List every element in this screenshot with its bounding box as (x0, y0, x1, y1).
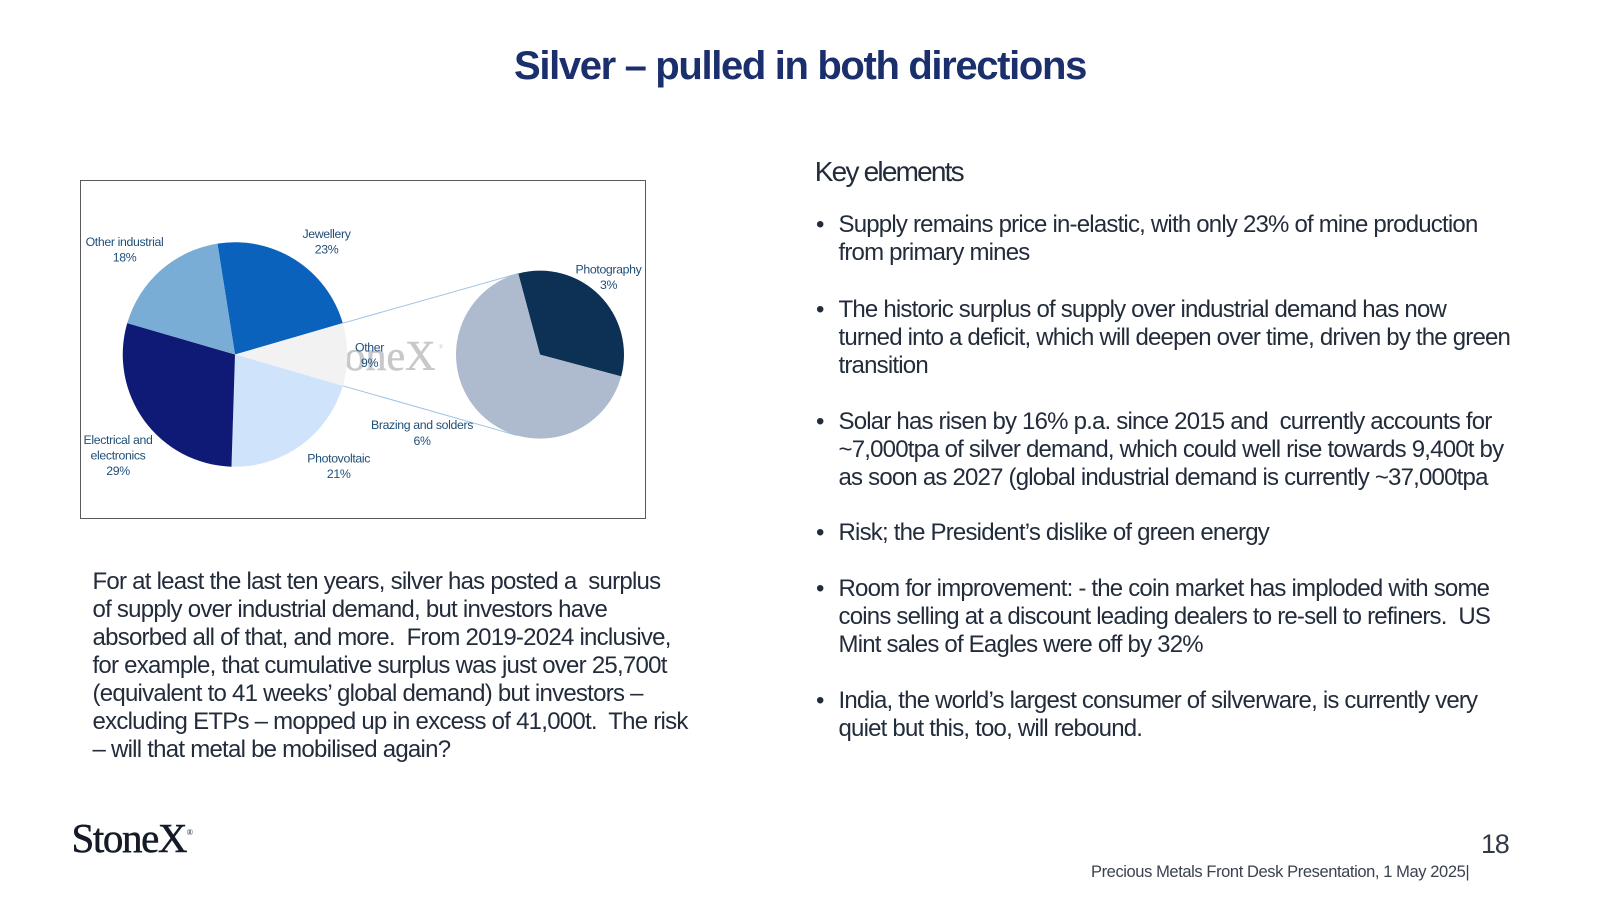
svg-text:29%: 29% (106, 464, 130, 478)
svg-text:9%: 9% (361, 356, 378, 370)
svg-text:Other industrial: Other industrial (86, 235, 164, 249)
svg-text:Other: Other (355, 341, 384, 355)
svg-text:®: ® (439, 344, 444, 351)
svg-text:Electrical and: Electrical and (84, 433, 153, 447)
svg-text:Photography: Photography (576, 263, 643, 277)
svg-text:electronics: electronics (91, 448, 146, 462)
svg-text:21%: 21% (327, 467, 351, 481)
svg-text:23%: 23% (315, 243, 339, 257)
svg-text:18%: 18% (113, 251, 137, 265)
svg-text:Jewellery: Jewellery (302, 227, 351, 241)
svg-text:6%: 6% (413, 434, 430, 448)
svg-text:Brazing and solders: Brazing and solders (371, 418, 473, 432)
svg-text:Photovoltaic: Photovoltaic (307, 451, 370, 465)
svg-text:3%: 3% (600, 278, 617, 292)
